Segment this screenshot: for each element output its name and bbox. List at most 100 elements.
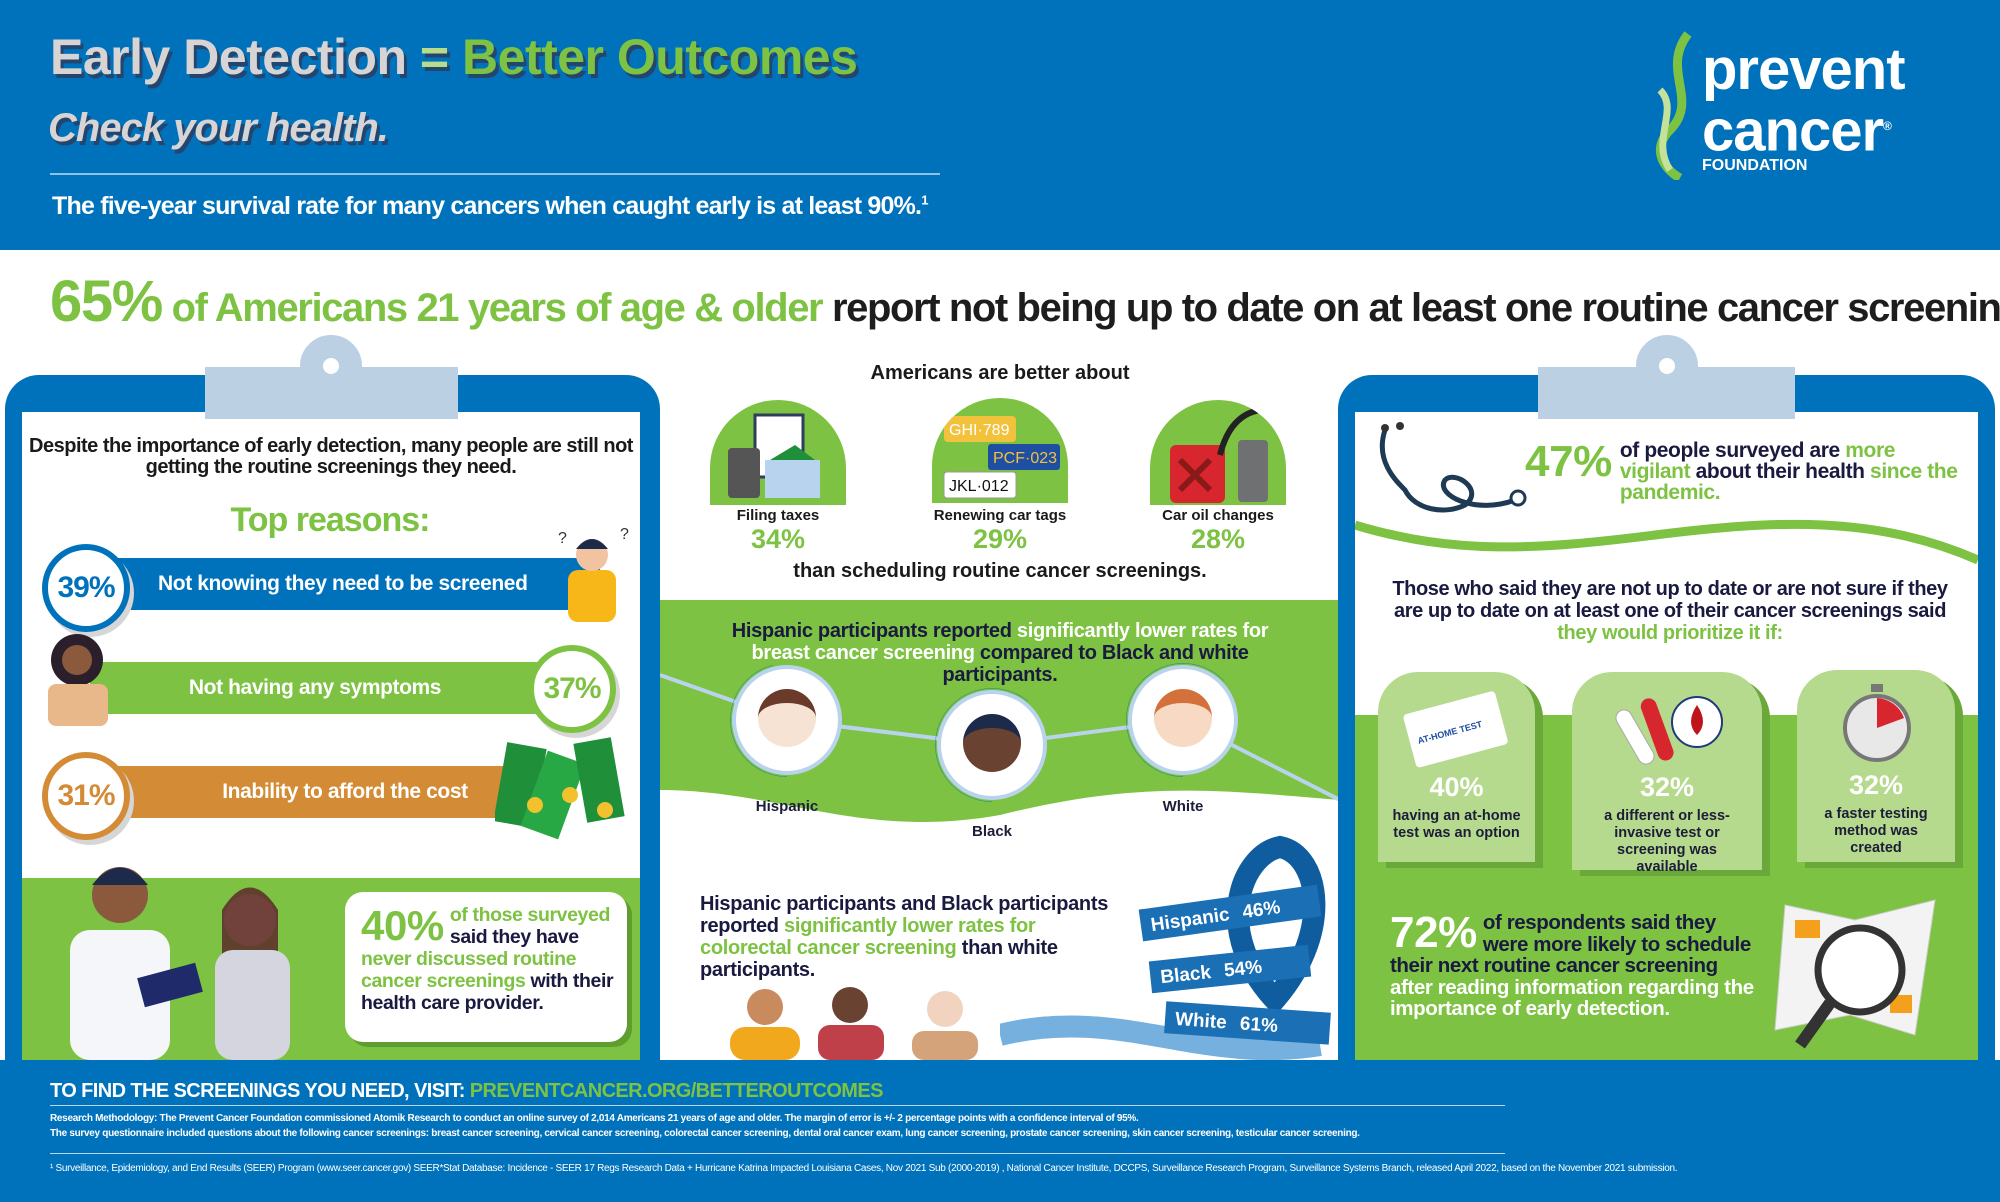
card-label: a different or less-invasive test or scr… <box>1604 808 1730 875</box>
card-label: a faster testing method was created <box>1824 806 1928 856</box>
schedule-white: after reading information regarding the … <box>1390 975 1754 1020</box>
magnifier-brochure-icon <box>1774 899 1936 1049</box>
reason-bar-3: Inability to afford the cost <box>100 766 530 818</box>
speech-bubble: 40% of those surveyed said they have nev… <box>345 892 627 1042</box>
vigilant-dark-2: about their health <box>1695 460 1865 483</box>
confused-person-icon: ?? <box>558 526 629 622</box>
donut-white <box>1126 663 1240 777</box>
plate-3: JKL·012 <box>949 478 1009 495</box>
ribbon-percent-black: 54% <box>1223 957 1263 982</box>
breast-percent-black: 61% <box>965 843 1019 873</box>
better-label-car-tags: Renewing car tags <box>933 507 1067 524</box>
better-label-taxes: Filing taxes <box>736 507 820 524</box>
better-label-oil: Car oil changes <box>1162 507 1274 524</box>
stethoscope-icon <box>1379 422 1527 513</box>
logo-helix-icon <box>1655 31 1692 180</box>
bubble-percent: 40% <box>361 902 444 949</box>
header-banner: Early Detection = Better Outcomes Check … <box>0 0 2000 250</box>
svg-text:?: ? <box>620 526 629 543</box>
prioritize-green: they would prioritize it if: <box>1557 622 1783 644</box>
license-plates-icon: GHI·789 PCF·023 JKL·012 <box>932 398 1068 503</box>
survival-rate-text: The five-year survival rate for many can… <box>52 192 928 221</box>
plate-1: GHI·789 <box>949 422 1010 439</box>
vigilant-percent: 47% <box>1525 437 1612 486</box>
card-label: having an at-home test was an option <box>1392 808 1521 841</box>
breast-dark-2: compared to Black and white participants… <box>942 642 1249 686</box>
schedule-percent: 72% <box>1390 908 1477 957</box>
logo-line1: prevent <box>1702 37 1906 102</box>
left-intro: Despite the importance of early detectio… <box>29 435 633 478</box>
plate-2: PCF·023 <box>993 450 1057 467</box>
better-footer: than scheduling routine cancer screening… <box>793 560 1207 582</box>
footer-cta: TO FIND THE SCREENINGS YOU NEED, VISIT: … <box>50 1080 883 1103</box>
headline: 65% of Americans 21 years of age & older… <box>50 268 2000 335</box>
clipboard-clip-knob <box>300 335 362 397</box>
bubble-green-2: never discussed routine cancer screening… <box>361 948 577 992</box>
reason-label: Not knowing they need to be screened <box>158 572 528 595</box>
at-home-test-icon: AT-HOME TEST <box>1403 691 1508 768</box>
better-percent-oil: 28% <box>1190 524 1246 554</box>
colorectal-green-1: significantly lower rates for colorectal… <box>700 915 1036 959</box>
reason-label: Inability to afford the cost <box>222 780 468 803</box>
headline-green-text: of Americans 21 years of age & older <box>171 286 824 330</box>
oil-can-icon <box>1150 400 1286 505</box>
clipboard-clip-knob <box>1636 335 1698 397</box>
reason-bar-2: Not having any symptoms <box>90 662 570 714</box>
breast-label-white: White <box>1162 798 1204 815</box>
footer: TO FIND THE SCREENINGS YOU NEED, VISIT: … <box>0 1060 2000 1202</box>
methodology-line-2: The survey questionnaire included questi… <box>50 1128 1360 1139</box>
reasons-title: Top reasons: <box>230 501 431 539</box>
methodology-line-1: Research Methodology: The Prevent Cancer… <box>50 1113 1139 1124</box>
card-less-invasive: 32% a different or less-invasive test or… <box>1572 672 1762 875</box>
colorectal-text: Hispanic participants and Black particip… <box>700 893 1120 981</box>
people-illustration <box>730 987 978 1060</box>
prioritize-text: Those who said they are not up to date o… <box>1380 578 1960 644</box>
money-icon <box>495 737 625 840</box>
colorectal-dark-2: than white participants. <box>700 937 1058 981</box>
woman-arms-crossed-icon <box>48 634 108 726</box>
footnote: ¹ Surveillance, Epidemiology, and End Re… <box>50 1163 1678 1174</box>
prevent-cancer-logo: prevent cancer® FOUNDATION <box>1640 30 1950 180</box>
bubble-green-1: of those surveyed <box>449 904 610 926</box>
bubble-dark-1: said they have <box>449 926 579 948</box>
divider <box>50 173 940 175</box>
taxes-icon <box>710 400 846 505</box>
schedule-dark: of respondents said they were more likel… <box>1390 911 1751 977</box>
reason-bar-1: Not knowing they need to be screened <box>100 558 600 610</box>
card-percent: 40% <box>1429 772 1484 802</box>
breast-percent-hispanic: 46% <box>760 818 814 848</box>
green-wave-divider <box>1355 519 1978 565</box>
better-about-title: Americans are better about <box>870 362 1130 384</box>
title-equals: = <box>419 29 449 85</box>
divider <box>50 1153 1505 1154</box>
divider <box>50 1105 1505 1106</box>
vigilant-dark-1: of people surveyed are <box>1619 439 1840 462</box>
card-percent: 32% <box>1639 772 1695 802</box>
title-part2: Better Outcomes <box>462 29 858 85</box>
ribbon-percent-white: 61% <box>1239 1013 1279 1037</box>
better-percent-car-tags: 29% <box>972 524 1028 554</box>
card-percent: 32% <box>1848 770 1904 800</box>
doctor-and-patient-illustration <box>70 867 290 1060</box>
breast-label-hispanic: Hispanic <box>755 798 819 815</box>
breast-label-black: Black <box>971 823 1013 840</box>
donut-black <box>935 688 1049 802</box>
svg-text:White 61%: White 61% <box>1174 1009 1278 1037</box>
headline-percent: 65% <box>50 269 163 334</box>
breast-text: Hispanic participants reported significa… <box>700 620 1300 686</box>
vigilant-text: 47% of people surveyed are more vigilant… <box>1525 437 1965 504</box>
footnote-mark: 1 <box>921 192 928 208</box>
breast-white-1: significantly lower rates for breast can… <box>751 620 1269 664</box>
tagline: Check your health. <box>48 106 389 150</box>
reason-percent-3: 31% <box>42 752 130 840</box>
hispanic-woman-icon <box>758 689 816 747</box>
survival-text: The five-year survival rate for many can… <box>52 192 922 220</box>
footer-url-link[interactable]: PREVENTCANCER.ORG/BETTEROUTCOMES <box>469 1080 884 1102</box>
vigilant-green-1: more vigilant <box>1619 439 1896 483</box>
title-part1: Early Detection <box>50 29 407 85</box>
breast-percent-white: 63% <box>1156 818 1210 848</box>
footer-cta-text: TO FIND THE SCREENINGS YOU NEED, VISIT: <box>50 1080 465 1102</box>
stopwatch-icon <box>1843 684 1911 762</box>
colorectal-dark-1: Hispanic participants and Black particip… <box>700 893 1109 937</box>
schedule-text: 72% of respondents said they were more l… <box>1390 908 1760 1020</box>
